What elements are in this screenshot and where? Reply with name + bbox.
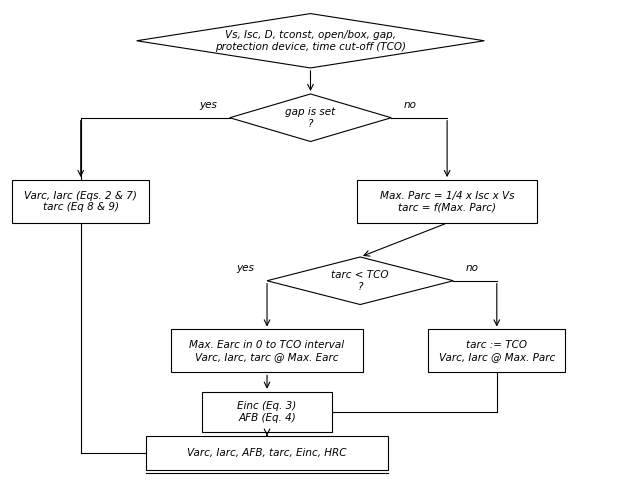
Polygon shape xyxy=(137,13,484,68)
Polygon shape xyxy=(230,94,391,142)
Text: Varc, Iarc, AFB, tarc, Einc, HRC: Varc, Iarc, AFB, tarc, Einc, HRC xyxy=(188,448,347,458)
Text: Max. Parc = 1/4 x Isc x Vs
tarc = f(Max. Parc): Max. Parc = 1/4 x Isc x Vs tarc = f(Max.… xyxy=(380,191,514,212)
Text: yes: yes xyxy=(199,99,217,109)
Text: Max. Earc in 0 to TCO interval
Varc, Iarc, tarc @ Max. Earc: Max. Earc in 0 to TCO interval Varc, Iar… xyxy=(189,340,345,362)
Text: gap is set
?: gap is set ? xyxy=(286,107,335,129)
Text: yes: yes xyxy=(237,263,255,273)
Text: Varc, Iarc (Eqs. 2 & 7)
tarc (Eq 8 & 9): Varc, Iarc (Eqs. 2 & 7) tarc (Eq 8 & 9) xyxy=(24,191,137,212)
FancyBboxPatch shape xyxy=(146,436,388,470)
Text: tarc := TCO
Varc, Iarc @ Max. Parc: tarc := TCO Varc, Iarc @ Max. Parc xyxy=(438,340,555,362)
Text: no: no xyxy=(466,263,479,273)
FancyBboxPatch shape xyxy=(171,329,363,372)
FancyBboxPatch shape xyxy=(428,329,565,372)
Text: Einc (Eq. 3)
AFB (Eq. 4): Einc (Eq. 3) AFB (Eq. 4) xyxy=(237,401,297,423)
Text: Vs, Isc, D, tconst, open/box, gap,
protection device, time cut-off (TCO): Vs, Isc, D, tconst, open/box, gap, prote… xyxy=(215,30,406,51)
Text: no: no xyxy=(404,99,417,109)
FancyBboxPatch shape xyxy=(202,392,332,432)
Text: tarc < TCO
?: tarc < TCO ? xyxy=(332,270,389,291)
FancyBboxPatch shape xyxy=(12,180,149,223)
Polygon shape xyxy=(267,257,453,304)
FancyBboxPatch shape xyxy=(357,180,537,223)
